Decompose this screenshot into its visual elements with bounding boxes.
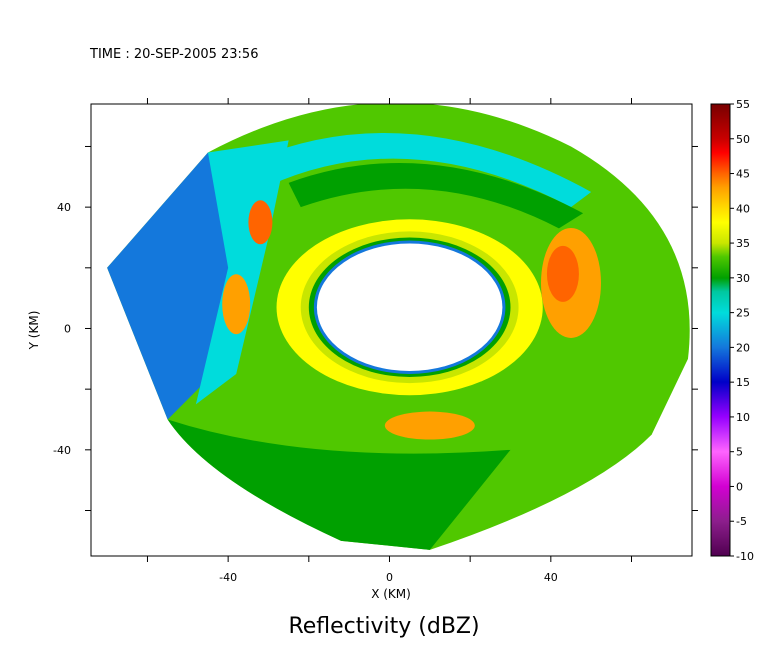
eye [316,243,503,371]
rain-core [222,274,251,335]
colorbar-tick-label: 0 [736,480,743,493]
axes: -40 0 40 40 0 -40 [53,98,698,584]
x-tick-label: 0 [386,571,393,584]
echo-band [167,419,511,550]
colorbar-tick-label: 15 [736,376,750,389]
echo-band [288,162,584,229]
y-axis-title: Y (KM) [27,311,41,351]
y-tick-label: 0 [64,322,71,335]
x-axis-title: X (KM) [371,587,411,601]
echo-band [248,132,592,208]
rain-core [546,245,579,302]
x-tick-label: 40 [544,571,558,584]
y-tick-label: -40 [53,444,71,457]
colorbar-tick-label: 40 [736,202,750,215]
colorbar-tick-label: 35 [736,237,750,250]
colorbar-tick-label: 45 [736,168,750,181]
time-label: TIME : 20-SEP-2005 23:56 [90,47,259,62]
colorbar-tick-label: 50 [736,133,750,146]
rain-core [384,411,475,440]
colorbar-tick-label: 30 [736,272,750,285]
colorbar-tick-label: 25 [736,307,750,320]
colorbar-tick-label: -5 [736,515,747,528]
colorbar-tick-label: 5 [736,446,743,459]
colorbar [710,103,731,557]
reflectivity-field [107,104,690,550]
plot-frame [90,103,693,557]
colorbar-tick-label: 55 [736,98,750,111]
y-tick-label: 40 [57,201,71,214]
colorbar-tick-label: -10 [736,550,754,563]
x-tick-label: -40 [219,571,237,584]
chart-title: Reflectivity (dBZ) [288,614,480,639]
colorbar-tick-label: 20 [736,341,750,354]
rain-core [248,200,273,245]
colorbar-tick-label: 10 [736,411,750,424]
